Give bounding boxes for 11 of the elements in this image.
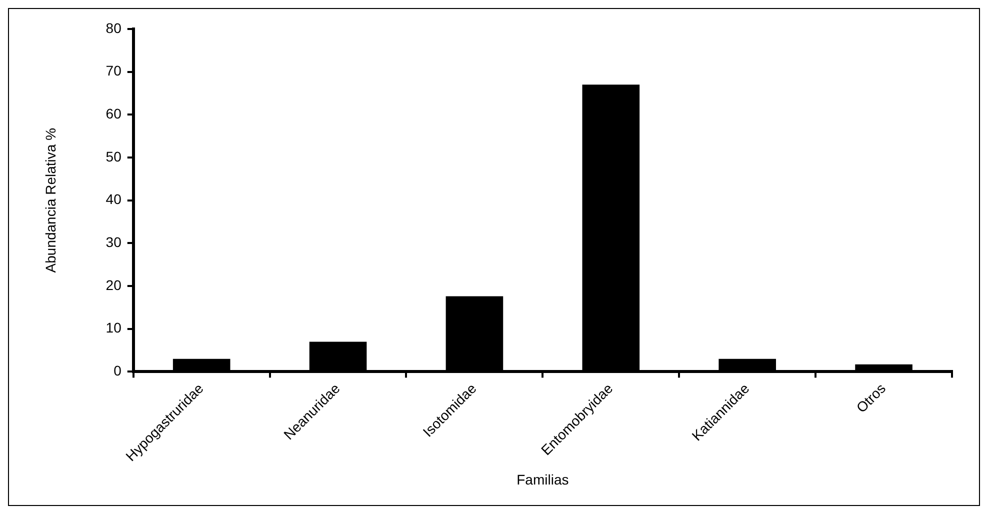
y-tick-label: 50 [106,148,122,164]
y-tick-label: 60 [106,106,122,122]
x-axis-title: Familias [516,471,569,488]
y-tick-label: 30 [106,234,122,250]
y-tick-label: 70 [106,62,122,79]
y-tick-label: 10 [106,320,122,336]
y-tick-label: 40 [106,191,122,208]
y-tick-label: 20 [106,276,122,293]
y-tick-label: 80 [106,20,122,36]
y-tick-label: 0 [114,362,122,379]
y-axis-title: Abundancia Relativa % [42,128,58,273]
